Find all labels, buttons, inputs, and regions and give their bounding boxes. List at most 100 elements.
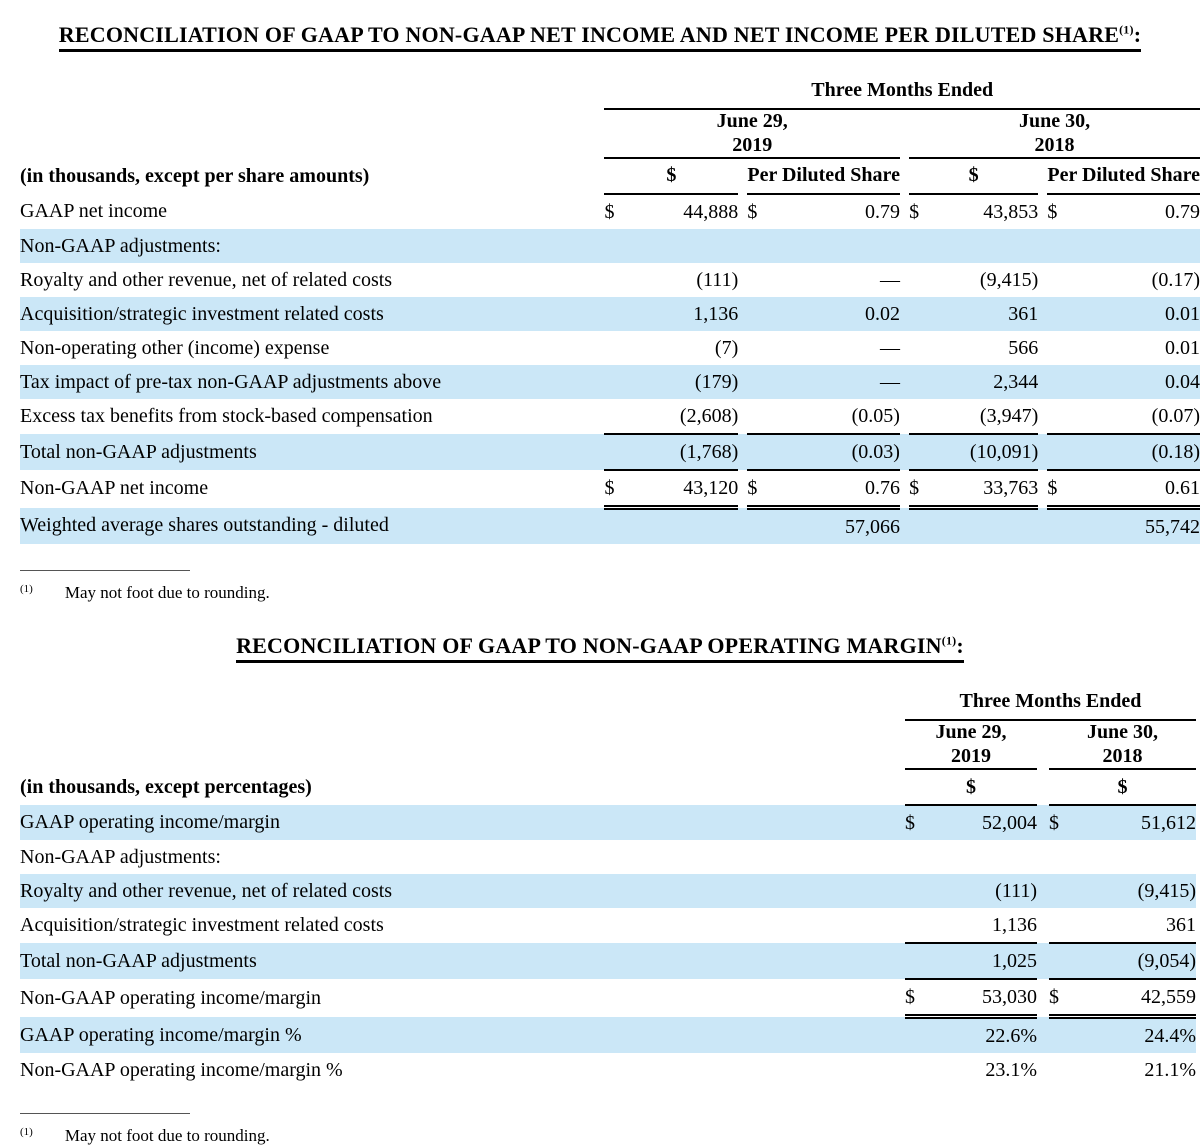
spacer-cell [899,507,910,545]
spacer-cell [1037,908,1049,943]
footnote-marker: (1) [20,582,33,595]
table-row: Tax impact of pre-tax non-GAAP adjustmen… [20,365,1200,400]
spacer-cell [905,874,929,909]
spacer-cell [900,470,909,508]
value-cell: (0.03) [772,434,900,472]
spacer-cell [747,331,772,365]
value-cell: (1,768) [625,434,739,472]
column-group-header-row: June 29, 2019 June 30, 2018 [20,720,1196,771]
value-cell: 52,004 [929,805,1037,841]
period-header-row: Three Months Ended [20,685,1196,722]
spacer-cell [604,365,626,400]
spacer-cell [1037,769,1049,805]
spacer-cell [1047,297,1072,332]
spacer-cell [1073,840,1196,874]
spacer-cell [738,158,747,194]
currency-cell: $ [747,200,758,223]
spacer-cell [625,229,739,264]
row-label-header: (in thousands, except percentages) [20,775,312,798]
value-cell: 0.01 [1165,336,1200,359]
column-group-2018: June 30, 2018 [1049,720,1196,771]
table-row: Non-GAAP operating income/margin % 23.1%… [20,1053,1196,1087]
value-cell: 55,742 [1071,507,1200,545]
value-cell: (111) [929,874,1037,909]
footnote-divider [20,570,190,572]
row-label: Non-GAAP adjustments: [20,845,221,868]
section1-title: RECONCILIATION OF GAAP TO NON-GAAP NET I… [0,22,1200,52]
value-cell: — [772,365,900,400]
group-date-line2: 2019 [732,133,773,156]
value-cell: (179) [625,365,739,400]
spacer-cell [1047,331,1071,365]
spacer-cell [909,507,931,545]
group-date-line2: 2018 [1034,133,1075,156]
table-row: GAAP net income $ 44,888 $ 0.79 $ 43,853… [20,194,1200,229]
table-row: Royalty and other revenue, net of relate… [20,263,1200,297]
spacer-cell [1038,470,1047,508]
row-label: Royalty and other revenue, net of relate… [20,268,393,291]
value-cell: (9,415) [979,268,1039,291]
spacer-cell [900,158,909,194]
spacer-cell [604,297,626,332]
currency-cell: $ [604,200,615,223]
period-header: Three Months Ended [905,685,1196,722]
spacer-cell [747,507,773,545]
spacer-cell [905,840,929,874]
spacer-cell [1047,365,1072,400]
footnote: (1) May not foot due to rounding. [20,570,1200,603]
spacer-cell [1047,229,1072,264]
footnote-marker: (1) [20,1125,33,1138]
row-label: GAAP net income [20,200,168,223]
row-label: Excess tax benefits from stock-based com… [20,405,433,428]
table-row: GAAP operating income/margin $ 52,004 $ … [20,805,1196,841]
row-label: Acquisition/strategic investment related… [20,914,384,937]
currency-cell [1047,399,1072,436]
spacer-cell [604,229,626,264]
spacer-cell [900,109,909,158]
operating-margin-table: Three Months Ended June 29, 2019 June 30… [20,685,1196,1087]
spacer-cell [1038,158,1047,194]
column-group-2018: June 30, 2018 [909,109,1200,160]
value-cell: 24.4% [1073,1016,1196,1054]
value-cell: (9,415) [1073,874,1196,909]
currency-cell: $ [909,200,920,223]
value-cell: 51,612 [1073,805,1196,841]
group-date-line1: June 30, [1086,721,1159,744]
dollar-column-header: $ [1049,769,1196,807]
period-header: Three Months Ended [604,74,1200,110]
currency-cell: $ [905,805,929,841]
spacer-cell [1037,943,1049,980]
currency-cell [747,399,773,436]
spacer-cell [1071,229,1200,264]
spacer-cell [738,470,747,508]
row-label: Total non-GAAP adjustments [20,943,905,980]
dollar-column-header: $ [905,769,1037,807]
spacer-cell [899,297,910,332]
spacer-cell [1038,229,1048,264]
value-cell: 0.76 [772,470,900,511]
group-date-line2: 2018 [1102,744,1143,767]
value-cell: 23.1% [985,1058,1037,1081]
row-label: Non-GAAP adjustments: [20,229,605,264]
row-label: Non-GAAP operating income/margin % [20,1058,343,1081]
spacer-cell [909,297,931,332]
value-cell: (0.17) [1151,268,1200,291]
table-row: Royalty and other revenue, net of relate… [20,874,1196,909]
spacer-cell [1037,979,1049,1017]
section2-title: RECONCILIATION OF GAAP TO NON-GAAP OPERA… [0,633,1200,664]
row-label: GAAP operating income/margin % [20,1016,905,1054]
value-cell: (9,054) [1073,943,1196,981]
spacer-cell [1047,507,1072,545]
spacer-cell [738,297,748,332]
table-row: Excess tax benefits from stock-based com… [20,399,1200,436]
spacer-cell [747,263,772,297]
value-cell: 0.01 [1071,297,1200,332]
spacer-cell [899,365,910,400]
value-cell: 361 [1073,908,1196,945]
table-row: Total non-GAAP adjustments (1,768) (0.03… [20,434,1200,472]
value-cell: 44,888 [683,200,739,223]
section1-title-colon: : [1133,22,1142,47]
row-label: Weighted average shares outstanding - di… [20,507,605,545]
value-cell: 0.79 [864,200,900,223]
row-label: Non-GAAP operating income/margin [20,986,322,1009]
